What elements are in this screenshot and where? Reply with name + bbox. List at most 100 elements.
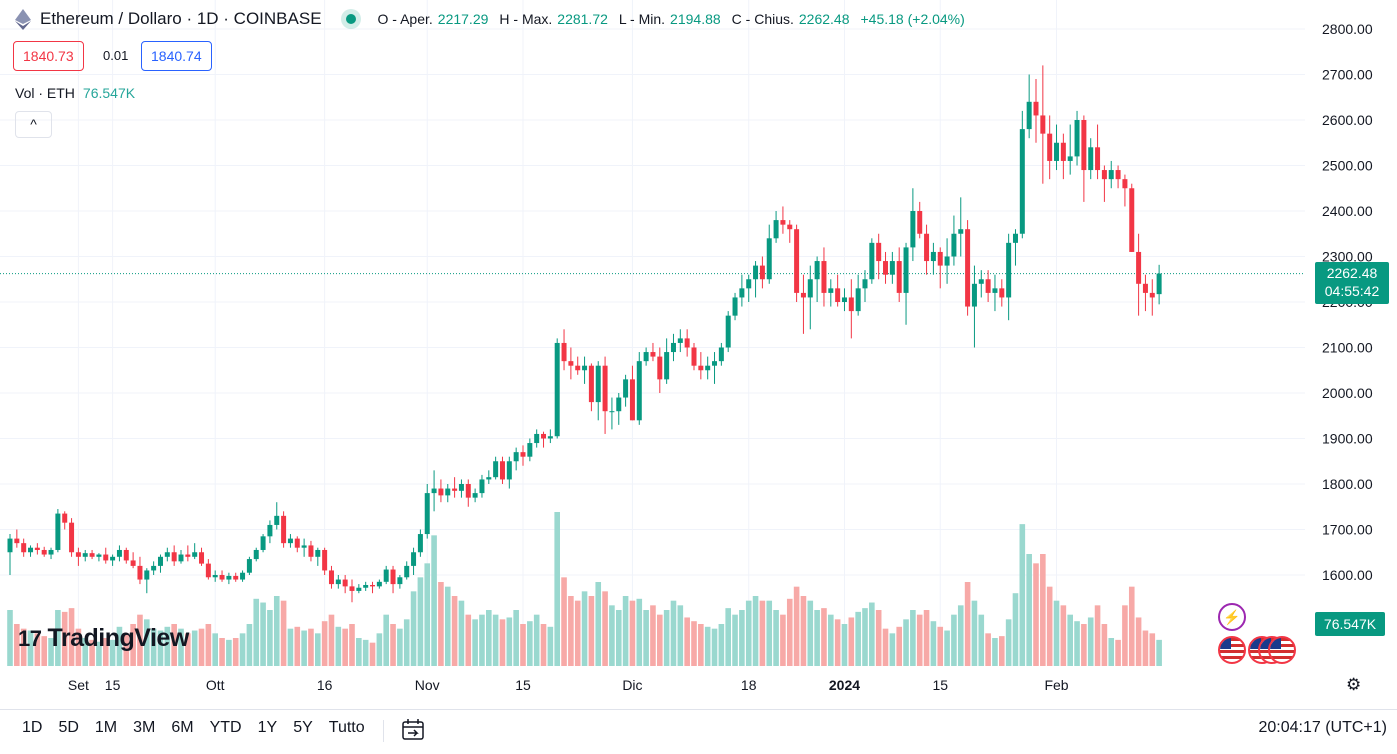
candle-body [294, 538, 300, 548]
lightning-event-icon[interactable]: ⚡ [1218, 603, 1246, 631]
tradingview-logo[interactable]: 17 TradingView [18, 624, 189, 653]
volume-bar [150, 628, 157, 666]
candle-body [1088, 147, 1094, 171]
symbol-title[interactable]: Ethereum / Dollaro · 1D · COINBASE [40, 9, 322, 28]
volume-bar [424, 563, 431, 666]
collapse-legend-button[interactable]: ^ [15, 111, 52, 138]
range-3m[interactable]: 3M [133, 719, 156, 736]
volume-bar [82, 638, 89, 666]
volume-label: Vol · ETH [15, 85, 75, 101]
candle-body [582, 365, 588, 371]
candle-body [725, 315, 731, 348]
volume-bar [219, 638, 225, 666]
volume-bar [294, 626, 301, 666]
candle-body [623, 379, 629, 398]
buy-button[interactable]: 1840.74 [141, 41, 212, 71]
price-tick-label: 1900.00 [1322, 431, 1373, 447]
volume-bar [14, 624, 20, 666]
candle-body [1156, 273, 1162, 295]
volume-bar [403, 619, 410, 666]
candle-body [499, 461, 505, 480]
volume-bar [752, 596, 759, 666]
range-5d[interactable]: 5D [58, 719, 79, 736]
us-flag-event-icon[interactable] [1268, 636, 1296, 664]
candle-body [328, 570, 334, 585]
candle-body [705, 365, 711, 371]
volume-bar [280, 600, 287, 666]
candle-body [670, 342, 676, 353]
volume-bar [581, 591, 588, 666]
volume-bar [1101, 624, 1108, 666]
range-1y[interactable]: 1Y [257, 719, 278, 736]
candle-body [281, 515, 287, 544]
calendar-goto-icon[interactable] [400, 717, 426, 743]
range-all[interactable]: Tutto [328, 719, 365, 736]
candle-body [691, 347, 697, 366]
candle-body [513, 452, 519, 462]
candle-body [479, 479, 485, 494]
volume-bar [540, 624, 547, 666]
candle-body [199, 552, 205, 564]
candle-body [520, 452, 526, 457]
volume-bar [739, 610, 745, 666]
candle-body [185, 554, 191, 557]
price-chart[interactable]: 2800.00 2700.00 2600.00 2500.00 2400.00 2300.… [0, 0, 1397, 709]
volume-bar [96, 641, 102, 666]
candle-body [753, 265, 759, 280]
volume-bar [7, 610, 13, 666]
sell-button[interactable]: 1840.73 [13, 41, 84, 71]
volume-bar [20, 628, 27, 666]
candle-body [342, 579, 348, 587]
candle-body [828, 288, 834, 293]
candle-body [595, 365, 601, 403]
range-1d[interactable]: 1D [22, 719, 43, 736]
volume-bar [992, 638, 998, 666]
volume-bar [301, 630, 307, 666]
candle-body [527, 443, 533, 457]
clock[interactable]: 20:04:17 (UTC+1) [1258, 719, 1387, 736]
volume-bar [704, 626, 711, 666]
range-1m[interactable]: 1M [94, 719, 118, 736]
candle-body [698, 365, 704, 371]
candle-body [48, 549, 54, 555]
volume-bar [533, 614, 540, 666]
range-5y[interactable]: 5Y [293, 719, 313, 736]
price-tick-label: 2600.00 [1322, 112, 1373, 128]
gear-icon[interactable]: ⚙ [1346, 675, 1362, 694]
candle-body [335, 579, 341, 585]
price-tick-label: 1600.00 [1322, 567, 1373, 583]
volume-bar [643, 610, 649, 666]
candle-body [541, 433, 547, 439]
volume-bar [520, 624, 526, 666]
candle-body [814, 261, 820, 280]
candle-body [1142, 283, 1148, 293]
volume-bar [185, 633, 191, 666]
volume-bar [246, 624, 253, 666]
range-ytd[interactable]: YTD [209, 719, 242, 736]
candle-body [212, 575, 218, 578]
bar-countdown: 04:55:42 [1324, 283, 1380, 299]
price-tick-label: 2400.00 [1322, 203, 1373, 219]
volume-bar [793, 586, 800, 666]
us-flag-event-icon[interactable] [1218, 636, 1246, 664]
tradingview-logo-text: TradingView [47, 624, 189, 652]
time-tick-label: 15 [932, 677, 948, 693]
candle-body [431, 488, 437, 494]
candle-body [465, 484, 471, 498]
candle-body [889, 261, 895, 275]
range-6m[interactable]: 6M [171, 719, 194, 736]
candle-body [130, 560, 136, 566]
volume-bar [609, 605, 615, 666]
volume-bar [308, 628, 314, 666]
volume-bar [745, 600, 752, 666]
volume-value: 76.547K [82, 85, 136, 101]
candle-body [246, 559, 252, 573]
volume-bar [342, 628, 348, 666]
volume-bar [841, 624, 848, 666]
volume-bar [766, 600, 773, 666]
volume-bar [568, 596, 574, 666]
price-tick-label: 1700.00 [1322, 522, 1373, 538]
market-status-icon[interactable] [345, 14, 356, 24]
candle-body [472, 493, 478, 498]
candle-body [835, 288, 841, 302]
